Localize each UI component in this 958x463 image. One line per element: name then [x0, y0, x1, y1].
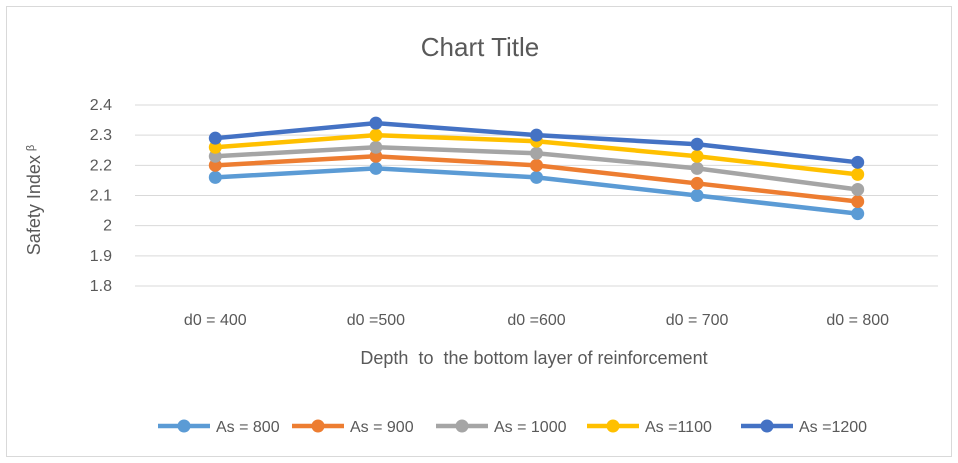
y-tick-label: 2.3	[90, 127, 112, 144]
y-axis-ticks: 1.8 1.9 2 2.1 2.2 2.3 2.4	[90, 97, 112, 295]
data-point	[208, 149, 222, 163]
data-point	[369, 161, 383, 175]
legend-swatch-marker	[311, 419, 325, 433]
legend-label: As =1100	[645, 419, 712, 436]
series-line	[208, 140, 865, 196]
legend-label: As = 900	[350, 419, 414, 436]
data-point	[208, 131, 222, 145]
series-lines	[208, 116, 865, 221]
y-tick-label: 1.9	[90, 248, 112, 265]
data-point	[530, 158, 543, 172]
legend-swatch-marker	[455, 419, 469, 433]
y-tick-label: 2.2	[90, 157, 112, 174]
data-point	[369, 140, 383, 154]
legend-item: As =1100	[587, 419, 712, 436]
data-point	[530, 146, 543, 160]
legend-label: As = 1000	[494, 419, 567, 436]
svg-text:Safety Indexβ: Safety Index β	[24, 145, 44, 255]
data-point	[690, 161, 704, 175]
chart-area	[6, 6, 952, 457]
legend: As = 800 As = 900 As = 1000 As =1100 As =120…	[158, 419, 867, 436]
x-tick-label: d0 = 700	[666, 312, 729, 329]
legend-label: As = 800	[216, 419, 280, 436]
data-point	[690, 176, 704, 190]
chart-title: Chart Title	[421, 32, 540, 62]
data-point	[208, 158, 222, 172]
y-axis-title: Safety Index β	[24, 145, 44, 255]
data-point	[208, 140, 222, 154]
x-axis-ticks: d0 = 400 d0 =500 d0 =600 d0 = 700 d0 = 800	[184, 312, 889, 329]
y-axis-symbol: β	[25, 145, 37, 151]
legend-item: As = 1000	[436, 419, 567, 436]
data-point	[530, 170, 543, 184]
y-tick-label: 2.4	[90, 97, 112, 114]
series-line	[208, 161, 865, 221]
x-tick-label: d0 = 400	[184, 312, 247, 329]
data-point	[851, 195, 865, 209]
x-tick-label: d0 = 800	[826, 312, 889, 329]
legend-swatch-marker	[760, 419, 774, 433]
legend-item: As =1200	[741, 419, 867, 436]
data-point	[369, 116, 383, 130]
data-point	[690, 149, 704, 163]
series-line	[208, 149, 865, 209]
legend-swatch-marker	[606, 419, 620, 433]
data-point	[369, 128, 383, 142]
series-line	[208, 116, 865, 169]
data-point	[208, 170, 222, 184]
data-point	[690, 189, 704, 202]
data-point	[690, 137, 704, 151]
data-point	[369, 149, 383, 163]
y-tick-label: 1.8	[90, 278, 112, 295]
legend-swatch-marker	[177, 419, 191, 433]
y-tick-label: 2	[103, 218, 112, 235]
y-axis-label: Safety Index	[24, 155, 44, 255]
y-tick-label: 2.1	[90, 188, 112, 205]
x-tick-label: d0 =600	[507, 312, 565, 329]
data-point	[851, 155, 865, 169]
legend-item: As = 900	[292, 419, 414, 436]
data-point	[851, 207, 865, 221]
data-point	[530, 128, 543, 142]
x-tick-label: d0 =500	[347, 312, 405, 329]
legend-item: As = 800	[158, 419, 280, 436]
data-point	[851, 167, 865, 181]
legend-label: As =1200	[799, 419, 867, 436]
x-axis-label: Depth to the bottom layer of reinforceme…	[360, 348, 707, 368]
data-point	[851, 182, 865, 196]
